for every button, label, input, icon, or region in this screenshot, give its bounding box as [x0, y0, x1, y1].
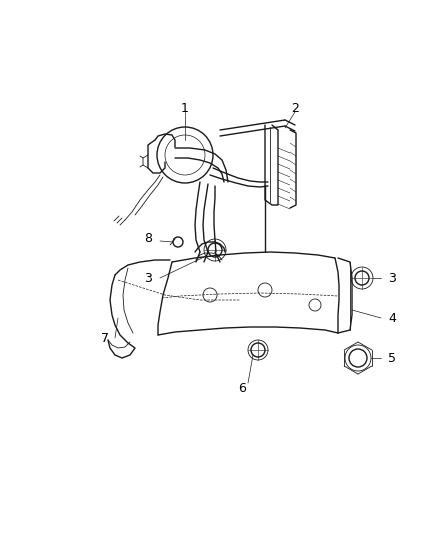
Text: 8: 8 [144, 231, 152, 245]
Text: 3: 3 [144, 271, 152, 285]
Text: 2: 2 [291, 101, 299, 115]
Text: 6: 6 [238, 382, 246, 394]
Text: 5: 5 [388, 351, 396, 365]
Text: 4: 4 [388, 311, 396, 325]
Text: 7: 7 [101, 332, 109, 344]
Text: 1: 1 [181, 101, 189, 115]
Text: 3: 3 [388, 271, 396, 285]
